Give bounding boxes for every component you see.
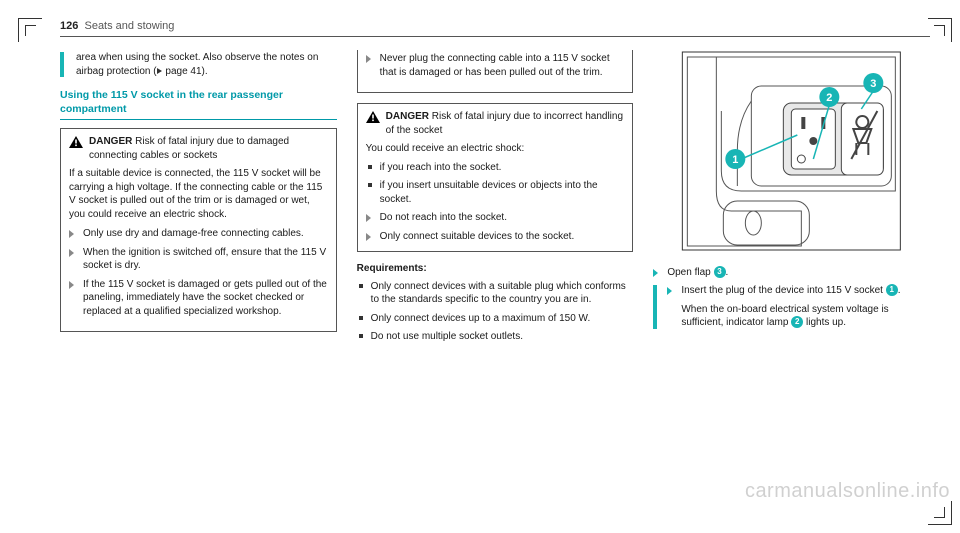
xref-arrow-icon — [157, 68, 162, 74]
danger-step-3: If the 115 V socket is damaged or gets p… — [69, 278, 328, 319]
step3-b: lights up. — [803, 317, 846, 328]
step3-a: When the on-board electrical system volt… — [681, 304, 888, 329]
step-open-flap: Open flap 3. — [653, 266, 930, 280]
req-2: Only connect devices up to a maximum of … — [357, 312, 634, 326]
danger-body: If a suitable device is connected, the 1… — [69, 167, 328, 221]
step1-a: Open flap — [667, 267, 713, 278]
shock-b1: if you reach into the socket. — [366, 161, 625, 175]
danger-label: DANGER — [89, 136, 132, 147]
svg-text:3: 3 — [871, 78, 877, 90]
req-3: Do not use multiple socket outlets. — [357, 330, 634, 344]
step2-a: Insert the plug of the device into 115 V… — [681, 285, 885, 296]
watermark: carmanualsonline.info — [745, 480, 950, 503]
callout-3-inline: 3 — [714, 266, 726, 278]
callout-2-inline: 2 — [791, 316, 803, 328]
danger-label-2: DANGER — [386, 111, 429, 122]
column-3: 1 2 3 Open flap 3. Insert the plug of th… — [653, 51, 930, 349]
note-bar-icon — [60, 52, 64, 77]
svg-text:2: 2 — [827, 92, 833, 104]
danger-step-4: Never plug the connecting cable into a 1… — [366, 52, 625, 79]
warning-triangle-icon — [69, 136, 83, 148]
danger-step-1: Only use dry and damage-free connecting … — [69, 227, 328, 241]
shock-a2: Only connect suitable devices to the soc… — [366, 230, 625, 244]
step-insert-plug: Insert the plug of the device into 115 V… — [653, 284, 930, 330]
danger-box-1: DANGER Risk of fatal injury due to damag… — [60, 128, 337, 332]
section-heading: Using the 115 V socket in the rear passe… — [60, 88, 337, 120]
callout-1-inline: 1 — [886, 284, 898, 296]
continuation-note: area when using the socket. Also observe… — [60, 51, 337, 78]
section-title: Seats and stowing — [84, 20, 174, 32]
step1-b: . — [726, 267, 729, 278]
socket-illustration: 1 2 3 — [653, 51, 930, 251]
req-1: Only connect devices with a suitable plu… — [357, 280, 634, 307]
note-text-b: page 41). — [163, 66, 208, 77]
svg-text:1: 1 — [733, 154, 739, 166]
shock-a1: Do not reach into the socket. — [366, 211, 625, 225]
page-number: 126 — [60, 20, 78, 32]
danger-box-1-cont: Never plug the connecting cable into a 1… — [357, 50, 634, 93]
crop-mark-tl — [18, 18, 42, 42]
shock-intro: You could receive an electric shock: — [366, 142, 625, 156]
crop-mark-tr — [928, 18, 952, 42]
column-2: Never plug the connecting cable into a 1… — [357, 51, 634, 349]
note-bar-icon — [653, 285, 657, 329]
page-content: 126 Seats and stowing area when using th… — [60, 20, 930, 520]
requirements-heading: Requirements: — [357, 262, 634, 276]
step2-b: . — [898, 285, 901, 296]
warning-triangle-icon — [366, 111, 380, 123]
danger-step-2: When the ignition is switched off, ensur… — [69, 246, 328, 273]
page-header: 126 Seats and stowing — [60, 20, 930, 37]
crop-mark-br — [928, 501, 952, 525]
shock-b2: if you insert unsuitable devices or obje… — [366, 179, 625, 206]
column-1: area when using the socket. Also observe… — [60, 51, 337, 349]
danger-box-2: DANGER Risk of fatal injury due to incor… — [357, 103, 634, 252]
